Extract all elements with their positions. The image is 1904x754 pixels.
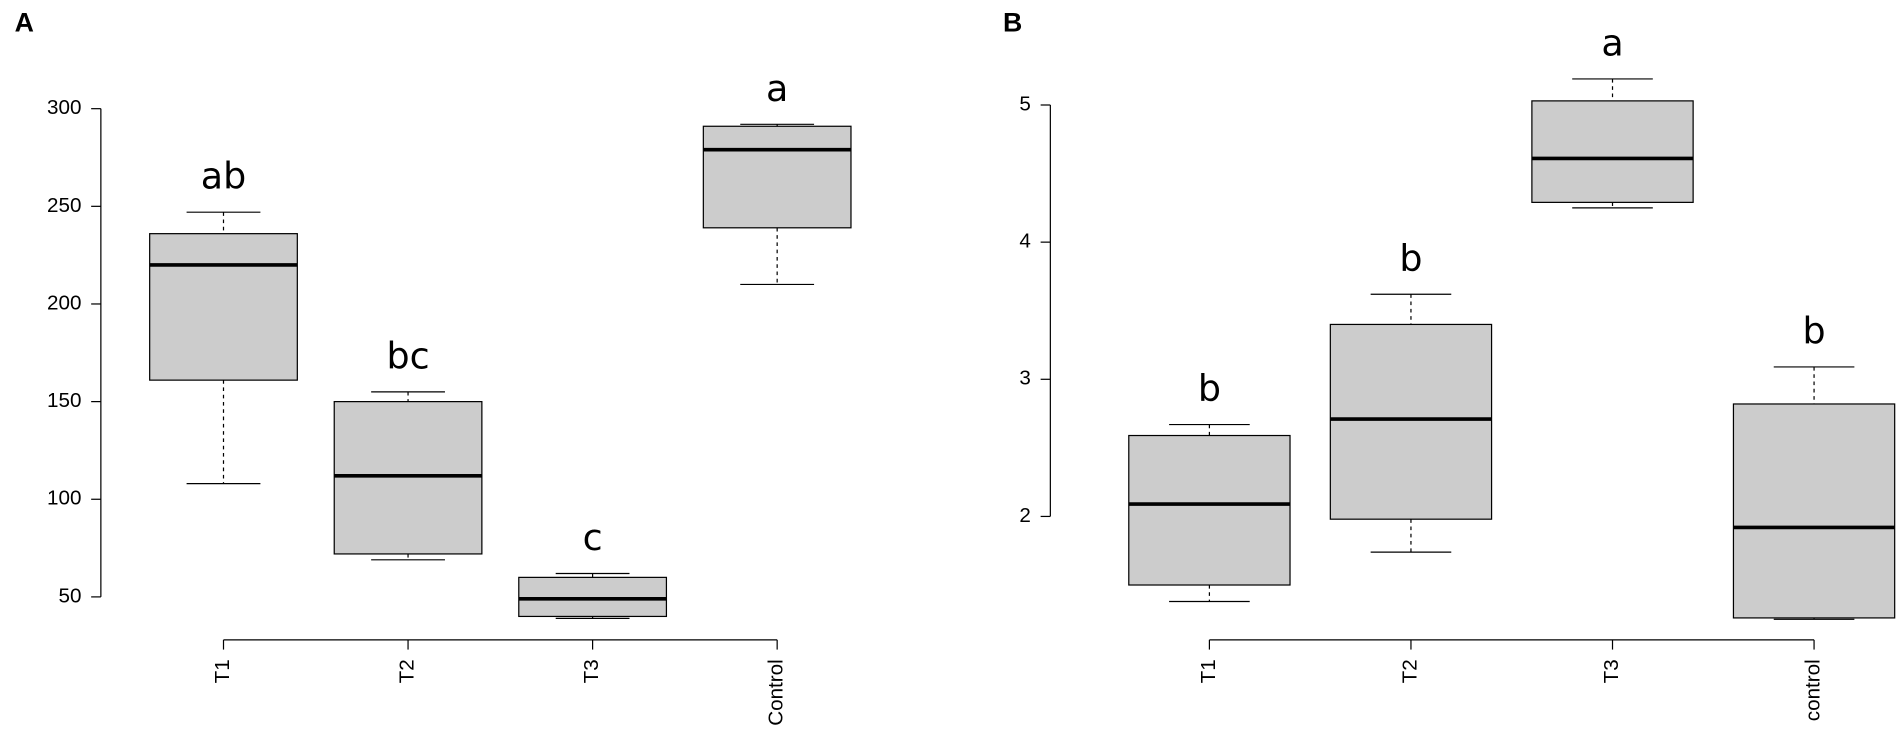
annotation: b: [1399, 237, 1422, 280]
box: [1329, 323, 1493, 520]
y-tick-label: 200: [47, 291, 81, 314]
annotation: ab: [201, 155, 246, 198]
y-tick-label: 50: [58, 584, 81, 607]
y-tick-label: 4: [1019, 230, 1030, 253]
y-tick-label: 100: [47, 487, 81, 510]
annotation: b: [1198, 367, 1221, 410]
y-tick-label: 2: [1019, 504, 1030, 527]
annotation: a: [766, 67, 788, 110]
x-tick-label: control: [1802, 659, 1825, 721]
x-tick-label: Control: [765, 659, 788, 726]
x-tick-label: T1: [1197, 659, 1220, 683]
box: [1531, 100, 1694, 203]
y-tick-label: 150: [47, 389, 81, 412]
annotation: a: [1601, 21, 1623, 64]
y-tick-label: 250: [47, 194, 81, 217]
panel-label: A: [15, 7, 34, 37]
box: [518, 576, 668, 618]
x-tick-label: T2: [396, 659, 419, 683]
box: [333, 401, 483, 555]
x-tick-label: T3: [580, 659, 603, 683]
x-tick-label: T2: [1398, 659, 1421, 683]
x-tick-label: T1: [211, 659, 234, 683]
box: [702, 125, 852, 229]
annotation: b: [1802, 309, 1825, 352]
x-tick-label: T3: [1600, 659, 1623, 683]
y-tick-label: 3: [1019, 367, 1030, 390]
box: [149, 233, 298, 381]
y-tick-label: 300: [47, 96, 81, 119]
annotation: c: [583, 516, 603, 559]
box: [1732, 403, 1896, 619]
box: [1128, 434, 1291, 586]
panel-label: B: [1003, 7, 1022, 37]
annotation: bc: [386, 334, 429, 377]
y-tick-label: 5: [1019, 92, 1030, 115]
